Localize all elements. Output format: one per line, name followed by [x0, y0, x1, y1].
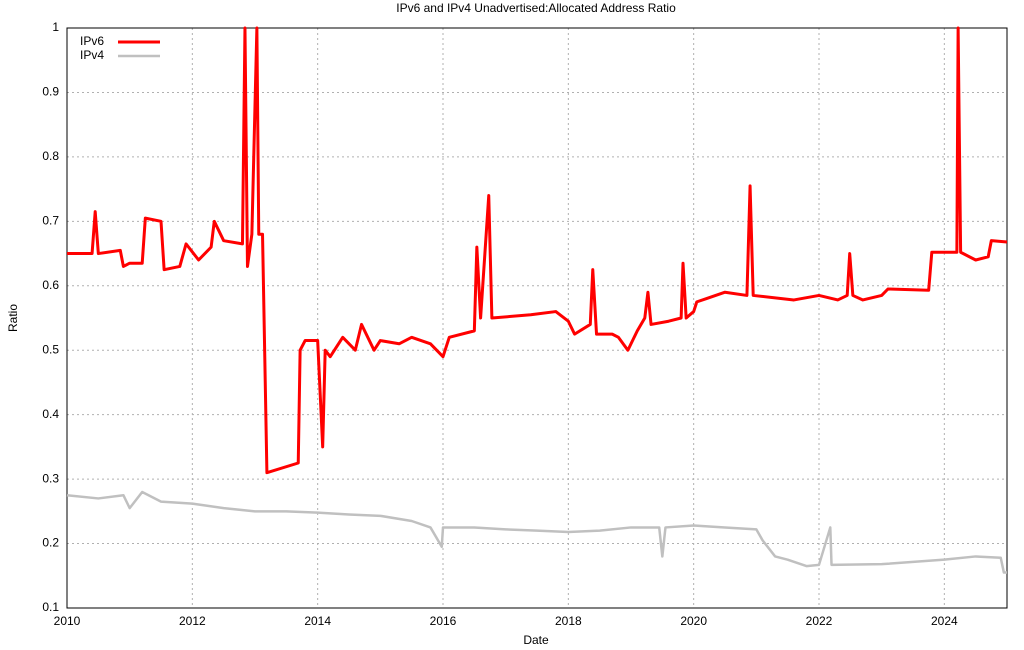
y-tick-label: 1 [52, 20, 59, 34]
series-line [67, 26, 1008, 475]
y-tick-label: 0.2 [42, 536, 59, 550]
x-tick-label: 2024 [931, 614, 958, 628]
plot-border [66, 27, 1008, 609]
x-axis-label: Date [523, 633, 549, 647]
y-tick-label: 0.8 [42, 149, 59, 163]
series-line [66, 490, 1007, 574]
x-tick-label: 2016 [430, 614, 457, 628]
x-tick-label: 2014 [304, 614, 331, 628]
x-tick-label: 2022 [806, 614, 833, 628]
y-tick-label: 0.4 [42, 407, 59, 421]
x-tick-label: 2018 [555, 614, 582, 628]
y-axis-label: Ratio [6, 304, 20, 332]
x-tick-label: 2020 [680, 614, 707, 628]
y-tick-label: 0.1 [42, 600, 59, 614]
x-tick-label: 2012 [179, 614, 206, 628]
y-tick-label: 0.6 [42, 278, 59, 292]
chart-title: IPv6 and IPv4 Unadvertised:Allocated Add… [396, 1, 676, 15]
y-tick-label: 0.9 [42, 85, 59, 99]
legend-label: IPv6 [80, 34, 104, 48]
y-tick-label: 0.5 [42, 342, 59, 356]
x-tick-label: 2010 [54, 614, 81, 628]
legend-label: IPv4 [80, 48, 104, 62]
y-tick-label: 0.7 [42, 214, 59, 228]
y-tick-label: 0.3 [42, 471, 59, 485]
